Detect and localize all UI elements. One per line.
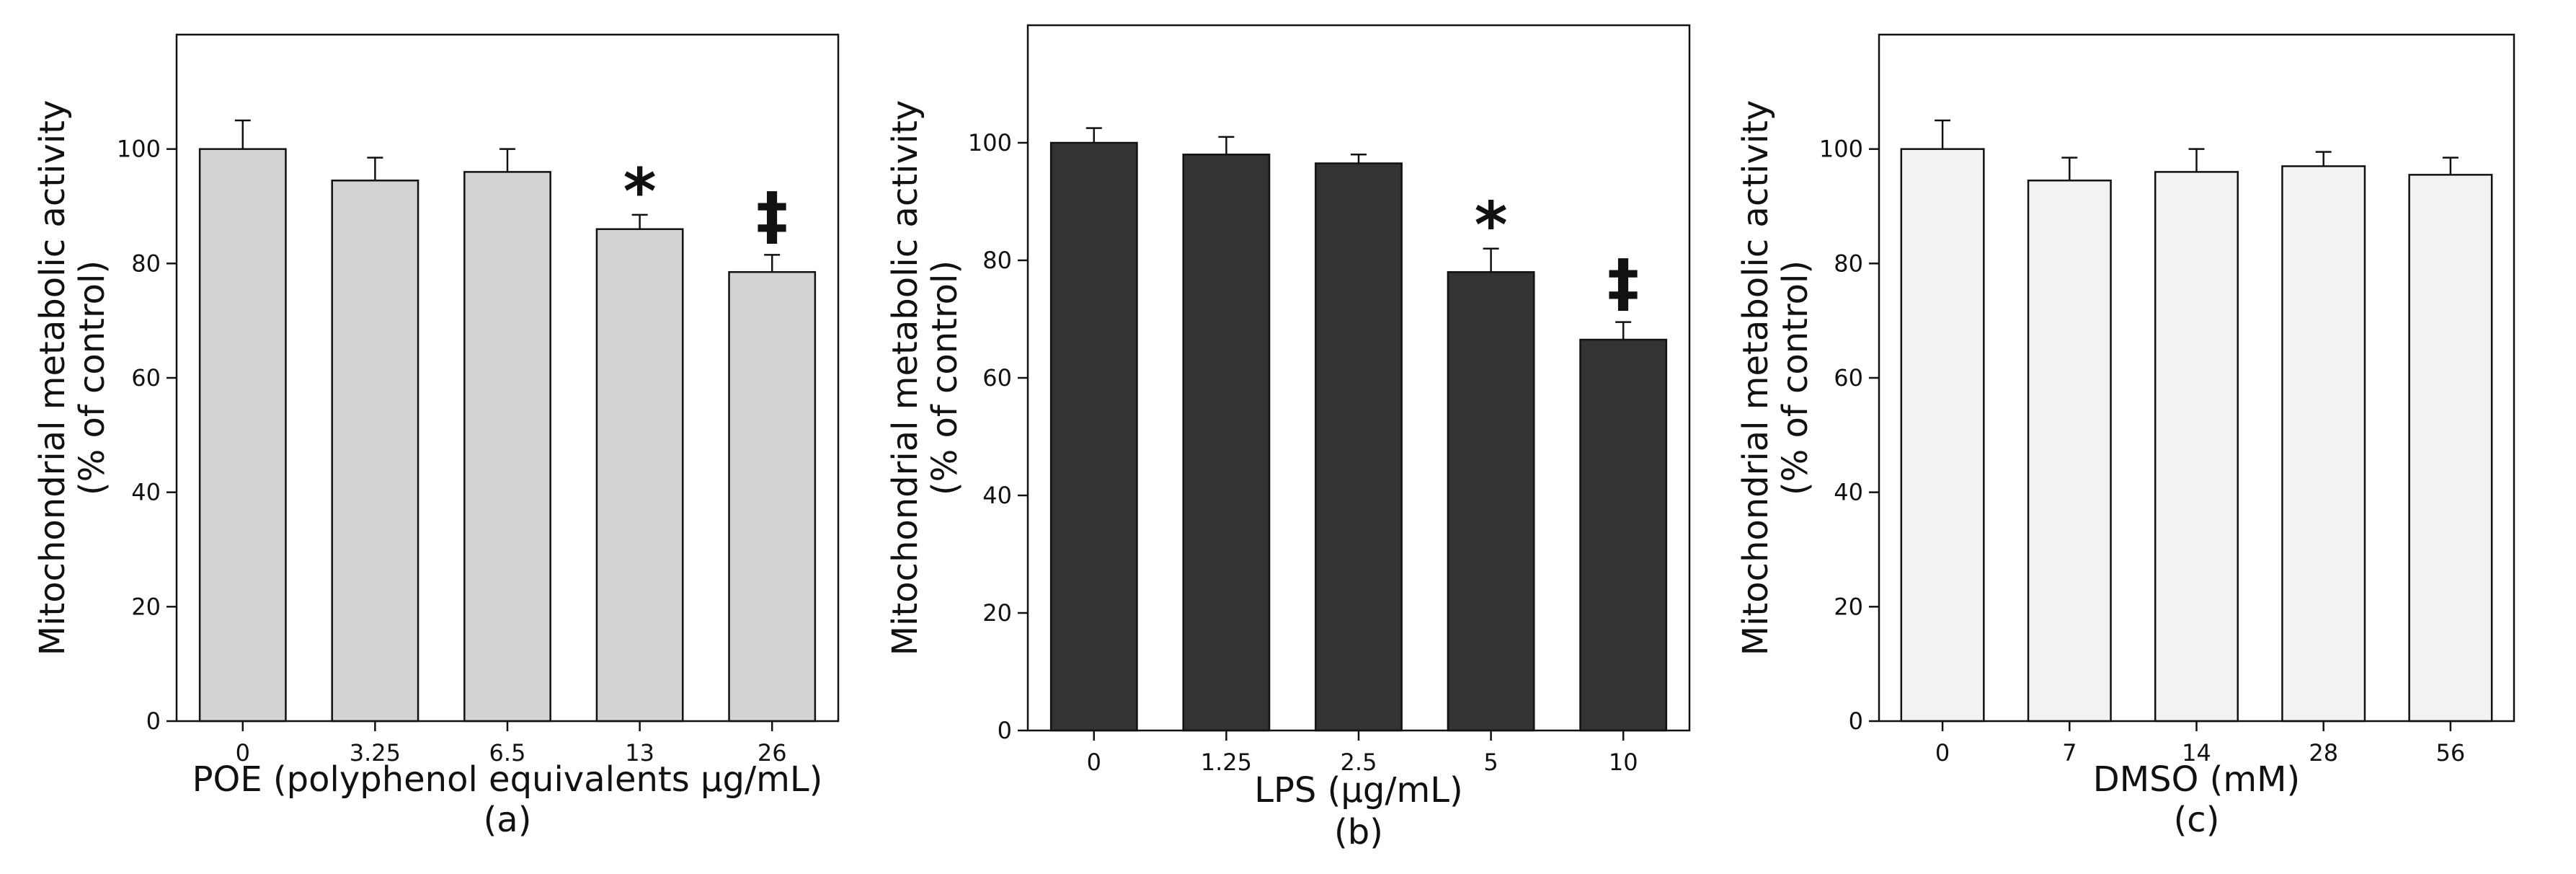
panel-label: (b) [1334, 812, 1383, 852]
y-tick-label: 80 [1834, 250, 1863, 277]
y-axis-title-unit: (% of control) [72, 260, 112, 495]
bar-5 [1447, 271, 1535, 732]
bar-7 [2027, 180, 2112, 723]
y-tick-label: 40 [982, 482, 1012, 509]
x-tick-label: 0 [1935, 739, 1950, 767]
panel-label: (c) [2174, 800, 2220, 840]
bar-13 [595, 228, 684, 723]
panel-label: (a) [484, 800, 532, 840]
bar-14 [2154, 171, 2239, 723]
x-axis-title: DMSO (mM) [2093, 759, 2301, 800]
x-tick-label: 14 [2182, 739, 2211, 767]
x-tick-label: 1.25 [1201, 749, 1252, 776]
y-axis-title-unit: (% of control) [925, 260, 965, 495]
y-tick-label: 40 [1834, 479, 1863, 506]
chart-panel-3: 0 20 40 60 80 100 0 7 14 28 56 Mitochondrial metabo… [1736, 33, 2515, 840]
plot-frame [1026, 24, 1691, 732]
bar-28 [2281, 165, 2366, 723]
x-tick-label: 28 [2309, 739, 2338, 767]
significance-asterisk: * [623, 154, 657, 229]
significance-asterisk: * [1475, 188, 1508, 262]
y-axis-title-unit: (% of control) [1775, 260, 1816, 495]
x-tick-label: 13 [625, 739, 654, 767]
y-axis-title: Mitochondrial metabolic activity [885, 100, 925, 656]
x-tick-label: 5 [1483, 749, 1498, 776]
bar-3.25 [331, 180, 419, 723]
plot-frame [1878, 33, 2515, 723]
x-axis-title: POE (polyphenol equivalents µg/mL) [192, 759, 823, 800]
y-tick-label: 100 [1819, 136, 1863, 163]
bar-56 [2408, 174, 2493, 723]
bar-1.25 [1182, 154, 1271, 732]
bar-6.5 [463, 171, 551, 723]
y-tick-label: 80 [131, 250, 161, 277]
y-tick-label: 60 [982, 364, 1012, 392]
x-tick-label: 2.5 [1341, 749, 1377, 776]
bar-10 [1579, 338, 1668, 732]
x-tick-label: 56 [2436, 739, 2466, 767]
y-tick-label: 20 [982, 599, 1012, 627]
chart-panel-1: 0 20 40 60 80 100 0 3.25 6.5 13 * 26 ‡ Mitochondrial … [32, 33, 840, 840]
x-tick-label: 26 [758, 739, 787, 767]
y-tick-label: 0 [1849, 707, 1863, 735]
bar-0 [1049, 141, 1138, 732]
y-tick-label: 20 [1834, 593, 1863, 620]
x-axis-title: LPS (µg/mL) [1254, 770, 1463, 811]
y-tick-label: 40 [131, 479, 161, 506]
bar-0 [1900, 148, 1985, 723]
y-tick-label: 80 [982, 247, 1012, 274]
x-tick-label: 10 [1609, 749, 1638, 776]
x-tick-label: 0 [236, 739, 250, 767]
y-tick-label: 60 [131, 364, 161, 392]
bar-2.5 [1315, 162, 1403, 732]
significance-double-dagger: ‡ [756, 178, 788, 252]
y-tick-label: 0 [146, 707, 161, 735]
y-axis-title: Mitochondrial metabolic activity [1736, 100, 1776, 656]
x-tick-label: 0 [1087, 749, 1101, 776]
y-axis-title: Mitochondrial metabolic activity [32, 100, 73, 656]
y-tick-label: 60 [1834, 364, 1863, 392]
plot-frame [175, 33, 840, 723]
y-tick-label: 20 [131, 593, 161, 620]
x-tick-label: 6.5 [489, 739, 526, 767]
y-tick-label: 0 [998, 717, 1012, 744]
x-tick-label: 3.25 [350, 739, 401, 767]
y-tick-label: 100 [968, 129, 1012, 156]
y-tick-label: 100 [117, 136, 161, 163]
chart-panel-2: 0 20 40 60 80 100 0 1.25 2.5 5 * 10 ‡ Mitochondrial m… [885, 24, 1691, 852]
bar-26 [728, 270, 817, 723]
x-tick-label: 7 [2062, 739, 2077, 767]
significance-double-dagger: ‡ [1607, 246, 1639, 320]
bar-0 [198, 148, 287, 723]
